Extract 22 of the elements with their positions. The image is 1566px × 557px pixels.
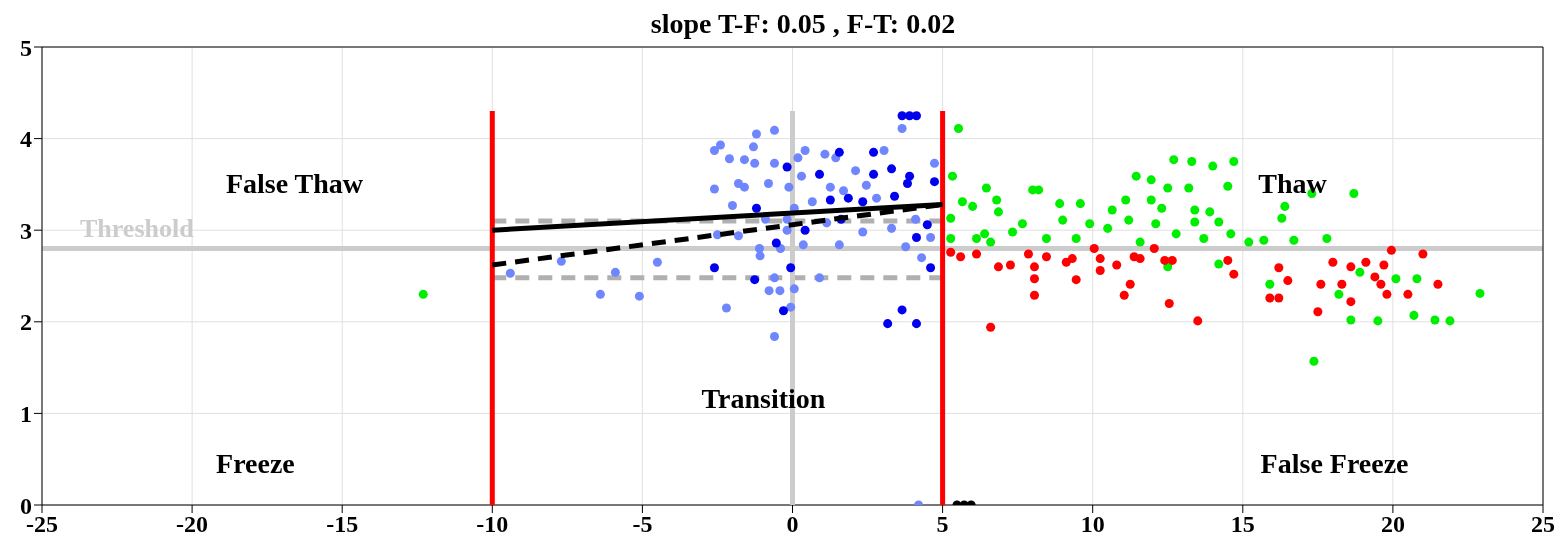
y-tick-label: 0 bbox=[20, 492, 32, 519]
x-tick-label: 15 bbox=[1230, 511, 1255, 538]
annotation: False Freeze bbox=[1260, 447, 1409, 480]
x-tick-label: 5 bbox=[936, 511, 949, 538]
x-tick-label: -20 bbox=[176, 511, 209, 538]
annotation: Freeze bbox=[216, 447, 295, 480]
annotation: Transition bbox=[701, 382, 826, 415]
chart-title: slope T-F: 0.05 , F-T: 0.02 bbox=[650, 8, 956, 39]
y-tick-label: 5 bbox=[20, 34, 32, 61]
x-tick-label: -15 bbox=[326, 511, 359, 538]
x-tick-label: 0 bbox=[786, 511, 799, 538]
y-tick-label: 2 bbox=[20, 309, 32, 336]
x-tick-label: -5 bbox=[632, 511, 653, 538]
y-tick-label: 3 bbox=[20, 217, 32, 244]
x-tick-label: 10 bbox=[1080, 511, 1105, 538]
y-tick-label: 1 bbox=[20, 400, 32, 427]
annotation: Thaw bbox=[1258, 168, 1327, 201]
annotation: False Thaw bbox=[225, 168, 364, 201]
x-tick-label: -10 bbox=[476, 511, 509, 538]
x-tick-label: 25 bbox=[1531, 511, 1555, 538]
x-tick-label: 20 bbox=[1380, 511, 1405, 538]
y-tick-label: 4 bbox=[20, 126, 32, 153]
